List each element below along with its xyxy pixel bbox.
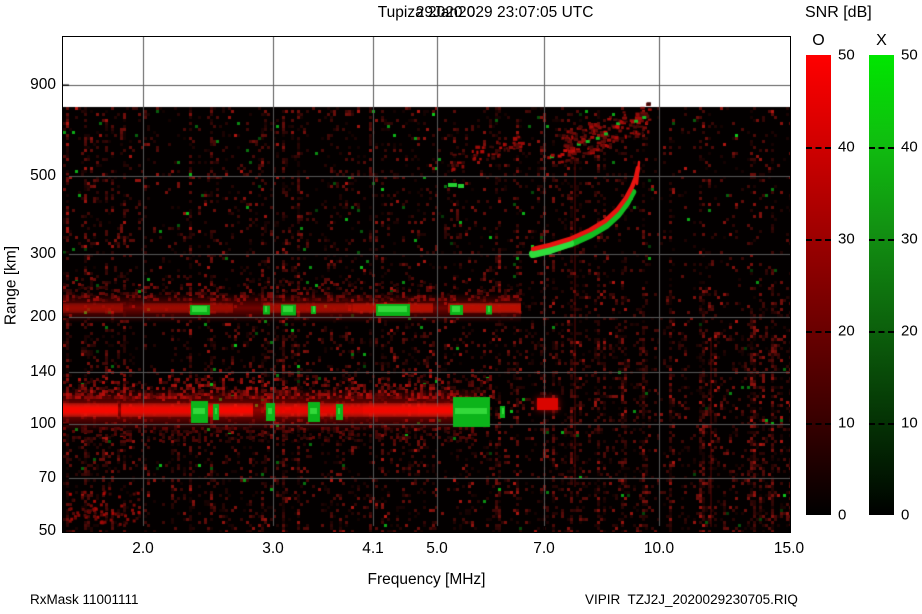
- colorbar-tick-dash: [806, 239, 831, 241]
- colorbar-tick-label: 10: [901, 414, 918, 432]
- rxmask-text: RxMask 11001111: [30, 592, 139, 607]
- x-tick-label: 3.0: [262, 540, 284, 557]
- y-tick-label: 300: [30, 245, 56, 262]
- x-tick-label: 5.0: [426, 540, 448, 557]
- x-axis-label: Frequency [MHz]: [367, 571, 486, 588]
- plot-title: Tupiza 2020 029 23:07:05 UTC 29Jan20: [63, 4, 790, 22]
- colorbar-tick-label: 30: [838, 230, 855, 248]
- y-tick-label: 140: [30, 363, 56, 380]
- title-datetime: Tupiza 2020 029 23:07:05 UTC: [377, 4, 594, 21]
- x-tick-label: 7.0: [533, 540, 555, 557]
- colorbar-tick-label: 30: [901, 230, 918, 248]
- x-tick-label: 15.0: [773, 540, 805, 557]
- title-date: 29Jan20: [415, 4, 476, 21]
- colorbar-tick-label: 20: [838, 322, 855, 340]
- y-tick-label: 900: [30, 76, 56, 93]
- y-tick-label: 50: [38, 522, 56, 539]
- o-mode-label: O: [812, 32, 825, 49]
- y-tick-label: 100: [30, 415, 56, 432]
- ionogram-heatmap: [63, 37, 790, 532]
- x-mode-label: X: [876, 32, 887, 49]
- y-tick-label: 200: [30, 308, 56, 325]
- colorbar-title: SNR [dB]: [805, 4, 872, 21]
- x-axis-ticks: 2.0 3.0 4.1 5.0 7.0 10.0 15.0: [0, 540, 922, 560]
- colorbar-tick-label: 40: [901, 138, 918, 156]
- colorbar-tick-dash: [869, 423, 894, 425]
- o-mode-colorbar: [806, 55, 831, 515]
- colorbar-tick-label: 0: [838, 506, 847, 524]
- x-tick-label: 10.0: [643, 540, 675, 557]
- o-colorbar-ticks: 50 40 30 20 10 0: [838, 47, 872, 524]
- colorbar-tick-dash: [869, 239, 894, 241]
- x-tick-label: 4.1: [362, 540, 384, 557]
- colorbar-tick-label: 10: [838, 414, 855, 432]
- filename-text: VIPIR TZJ2J_2020029230705.RIQ: [585, 592, 798, 607]
- x-mode-colorbar: [869, 55, 894, 515]
- colorbar-tick-dash: [806, 147, 831, 149]
- colorbar-tick-label: 50: [838, 46, 855, 64]
- x-tick-label: 2.0: [132, 540, 154, 557]
- plot-frame: [62, 36, 791, 533]
- colorbar-tick-label: 40: [838, 138, 855, 156]
- colorbar-tick-label: 0: [901, 506, 910, 524]
- x-colorbar-ticks: 50 40 30 20 10 0: [901, 47, 922, 524]
- colorbar-tick-dash: [869, 331, 894, 333]
- y-tick-label: 500: [30, 167, 56, 184]
- colorbar-tick-dash: [806, 331, 831, 333]
- y-axis-ticks: 900 500 300 200 140 100 70 50: [10, 0, 56, 614]
- colorbar-tick-label: 20: [901, 322, 918, 340]
- colorbar-tick-label: 50: [901, 46, 918, 64]
- colorbar-tick-dash: [869, 147, 894, 149]
- y-tick-label: 70: [38, 469, 56, 486]
- colorbar-tick-dash: [806, 423, 831, 425]
